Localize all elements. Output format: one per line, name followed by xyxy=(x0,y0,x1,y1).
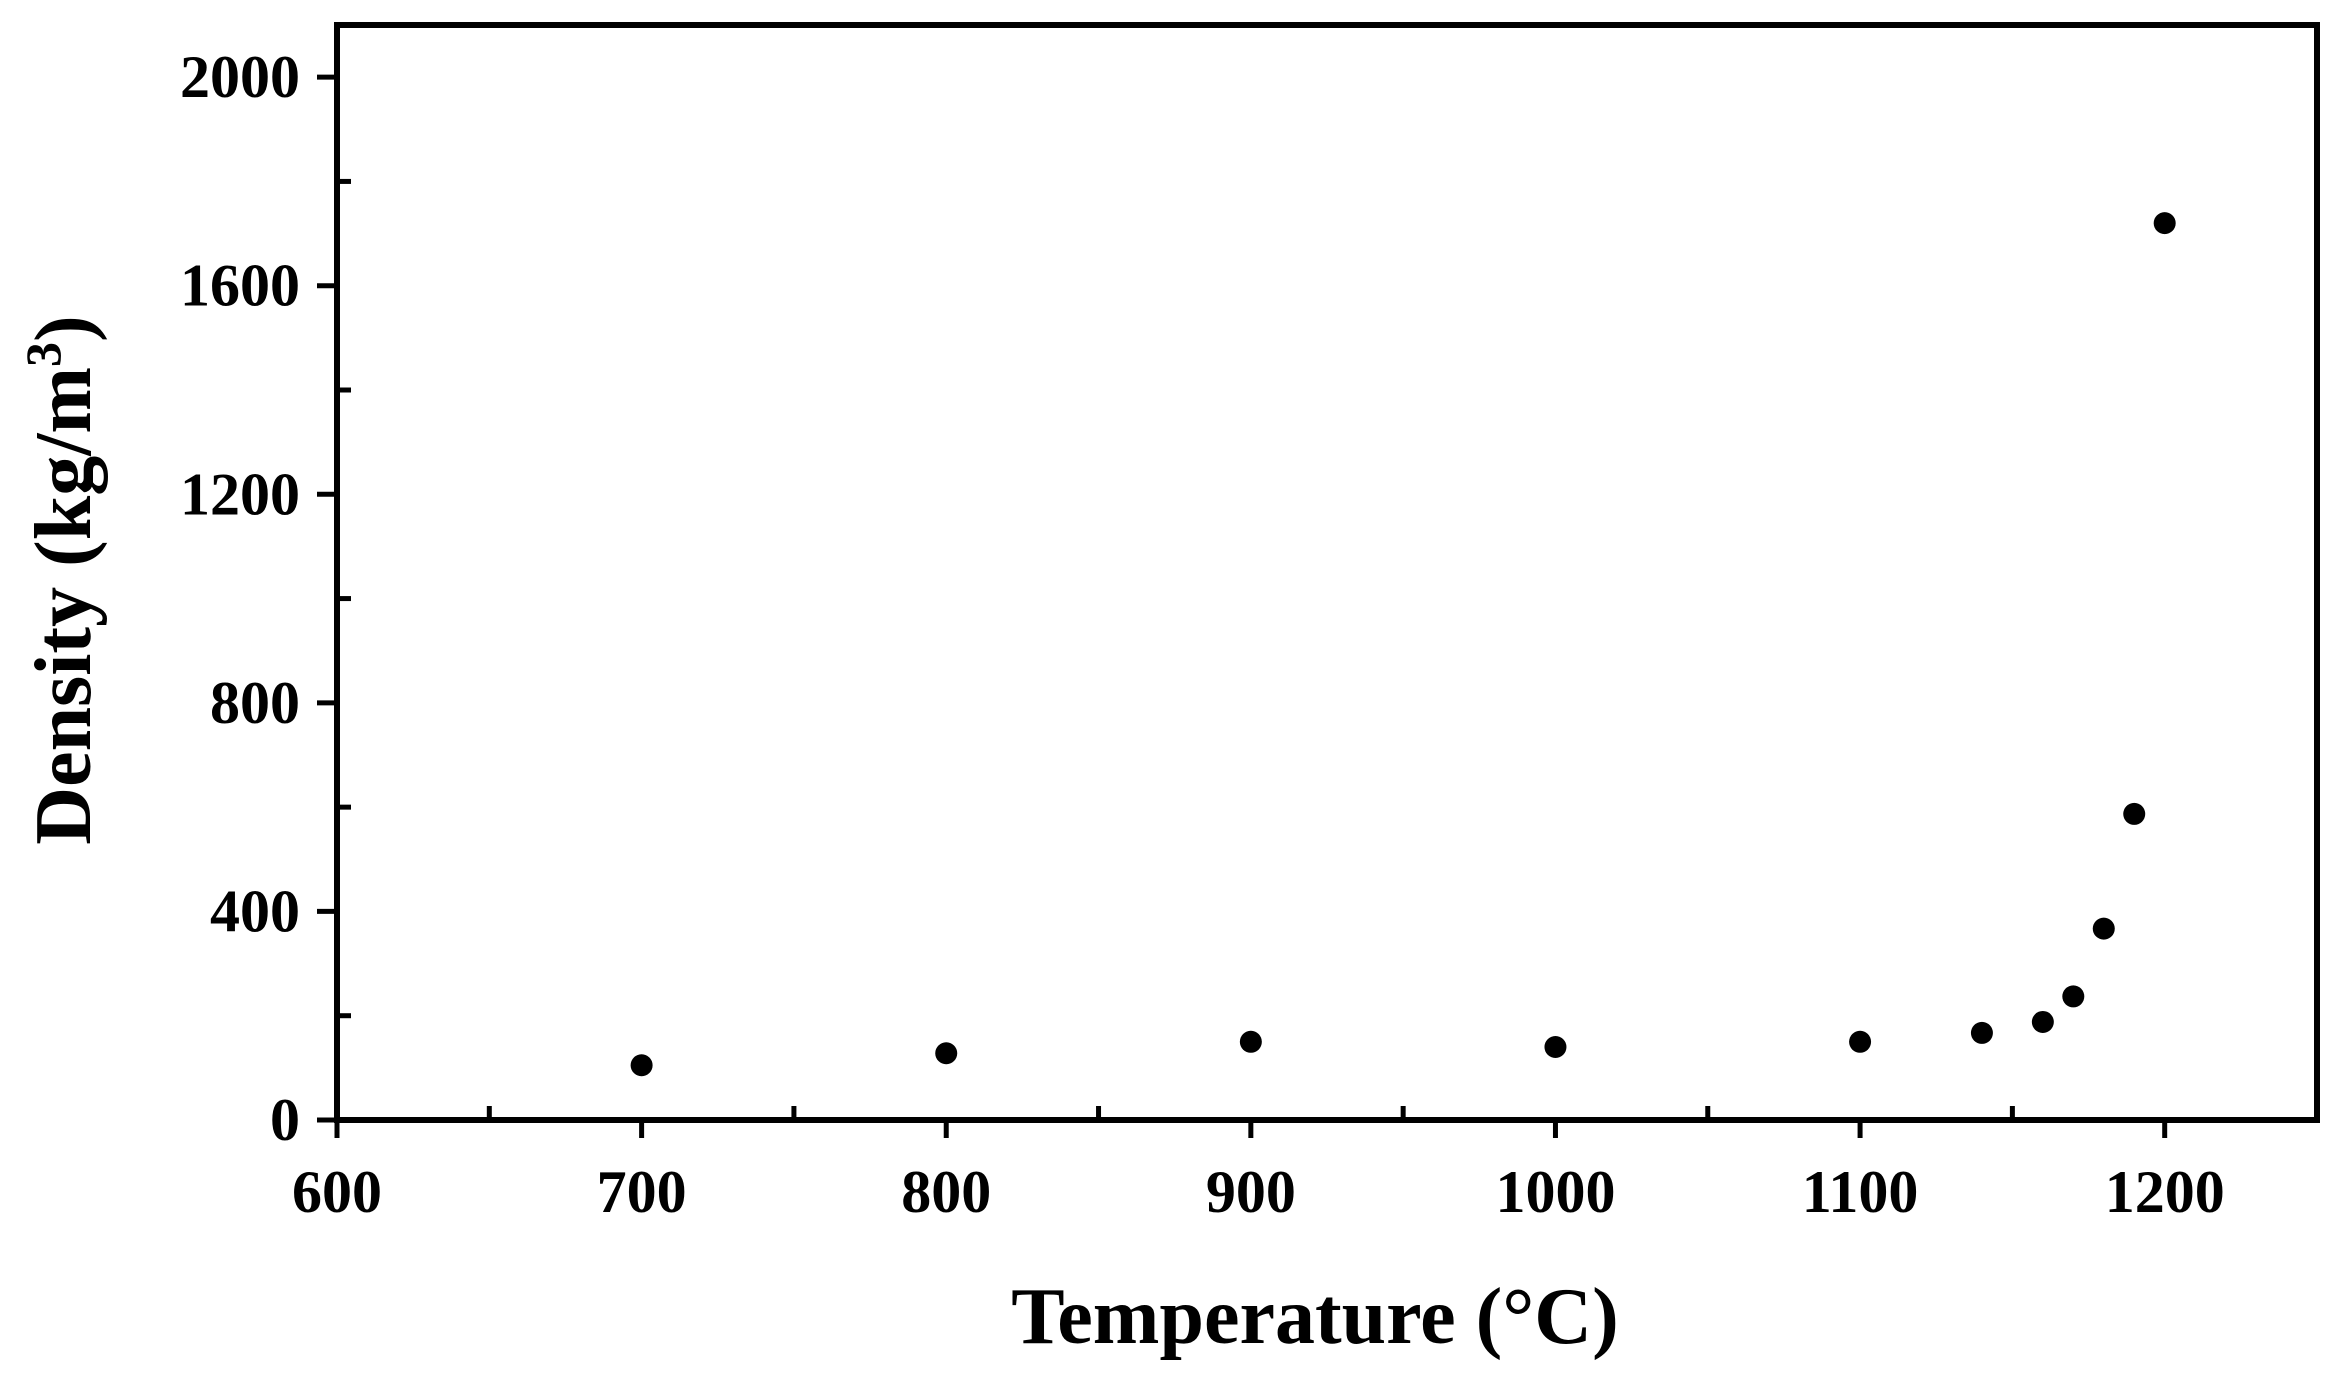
x-tick-label: 1000 xyxy=(1495,1159,1615,1225)
y-tick-label: 1600 xyxy=(180,253,300,319)
data-point xyxy=(1544,1036,1567,1058)
y-tick-label: 800 xyxy=(210,670,300,736)
y-tick-label: 2000 xyxy=(180,44,300,110)
data-point xyxy=(2092,917,2115,940)
data-point xyxy=(935,1042,958,1065)
data-points xyxy=(630,212,2176,1077)
y-axis-title: Density (kg/m3) xyxy=(15,315,108,844)
y-tick-label: 0 xyxy=(270,1087,300,1153)
x-tick-label: 800 xyxy=(901,1159,991,1225)
y-axis-title-superscript: 3 xyxy=(15,342,71,367)
y-tick-label: 400 xyxy=(210,878,300,944)
x-tick-label: 1200 xyxy=(2105,1159,2225,1225)
data-point xyxy=(2123,802,2146,825)
data-point xyxy=(2062,985,2085,1008)
data-point xyxy=(1239,1030,1262,1053)
x-tick-label: 600 xyxy=(292,1159,382,1225)
x-tick-label: 900 xyxy=(1206,1159,1296,1225)
y-axis-title-close: ) xyxy=(20,315,108,342)
x-axis-title: Temperature (°C) xyxy=(1011,1273,1618,1361)
tick-labels: 600 700 800 900 1000 1100 1200 0 400 800 1200 1600 2… xyxy=(180,44,2225,1225)
data-point xyxy=(1849,1030,1872,1053)
data-point xyxy=(1970,1021,1993,1044)
x-tick-label: 700 xyxy=(597,1159,687,1225)
axis-ticks xyxy=(317,74,2168,1138)
y-tick-label: 1200 xyxy=(180,461,300,527)
plot-frame xyxy=(334,22,2320,1123)
data-point xyxy=(630,1054,653,1077)
x-tick-label: 1100 xyxy=(1802,1159,1919,1225)
data-point xyxy=(2031,1010,2054,1033)
data-point xyxy=(2153,212,2176,235)
y-axis-title-main: Density (kg/m xyxy=(20,367,108,845)
